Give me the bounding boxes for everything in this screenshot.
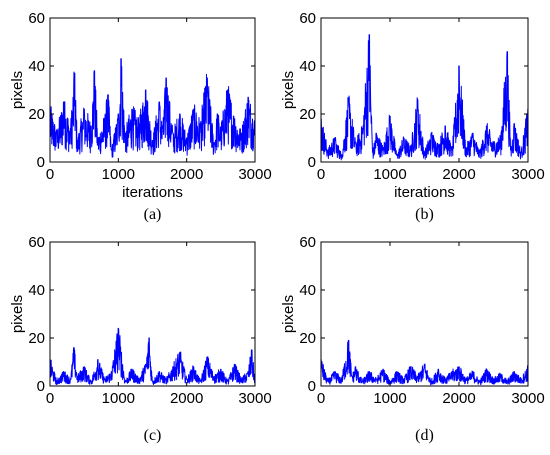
chart-panel-1: 0 1000 2000 3000 0 20 40 60 pixels iterations (a) [9, 10, 272, 223]
x-tick-label: 2000 [170, 390, 203, 407]
y-tick-label: 40 [28, 282, 45, 299]
x-tick-label: 3000 [511, 166, 544, 183]
plot-frame [49, 241, 256, 387]
y-tick-label: 40 [28, 58, 45, 75]
x-axis-label: iterations [122, 184, 183, 201]
y-tick-label: 0 [308, 378, 316, 395]
panel-caption: (c) [144, 427, 162, 444]
x-tick-label: 0 [317, 166, 325, 183]
panel-caption: (a) [144, 206, 162, 223]
x-tick-label: 1000 [102, 166, 135, 183]
series-line-4-1 [320, 339, 529, 386]
panel-caption: (d) [415, 427, 434, 444]
y-tick-label: 20 [299, 106, 316, 123]
y-tick-label: 40 [299, 58, 316, 75]
y-tick-label: 20 [28, 106, 45, 123]
x-tick-label: 3000 [238, 166, 271, 183]
chart-panel-3: 0 1000 2000 3000 0 20 40 60 pixels (c) [9, 234, 272, 444]
y-tick-label: 0 [37, 378, 45, 395]
y-tick-label: 60 [28, 234, 45, 251]
chart-panel-4: 0 1000 2000 3000 0 20 40 60 pixels (d) [280, 234, 545, 444]
x-tick-label: 0 [46, 166, 54, 183]
x-tick-label: 1000 [373, 390, 406, 407]
plot-frame [49, 17, 256, 163]
y-tick-label: 60 [299, 234, 316, 251]
y-axis-label: pixels [280, 295, 297, 333]
chart-panel-2: 0 1000 2000 3000 0 20 40 60 pixels iterations (b) [280, 10, 545, 223]
y-tick-label: 40 [299, 282, 316, 299]
y-axis-label: pixels [280, 71, 297, 109]
y-tick-label: 60 [299, 10, 316, 27]
y-axis-label: pixels [9, 295, 26, 333]
panel-caption: (b) [415, 206, 434, 223]
y-axis-label: pixels [9, 71, 26, 109]
y-tick-label: 60 [28, 10, 45, 27]
series-line-3-1 [49, 327, 256, 386]
x-axis-label: iterations [394, 184, 455, 201]
series-line-2-1 [320, 34, 529, 161]
y-tick-label: 0 [37, 154, 45, 171]
x-tick-label: 2000 [442, 166, 475, 183]
x-tick-label: 1000 [102, 390, 135, 407]
x-tick-label: 2000 [442, 390, 475, 407]
y-tick-label: 0 [308, 154, 316, 171]
x-tick-label: 2000 [170, 166, 203, 183]
x-tick-label: 0 [46, 390, 54, 407]
series-line-1-1 [49, 58, 256, 158]
y-tick-label: 20 [299, 330, 316, 347]
plot-frame [320, 241, 529, 387]
x-tick-label: 1000 [373, 166, 406, 183]
x-tick-label: 0 [317, 390, 325, 407]
x-tick-label: 3000 [511, 390, 544, 407]
y-tick-label: 20 [28, 330, 45, 347]
plot-frame [320, 17, 529, 163]
x-tick-label: 3000 [238, 390, 271, 407]
